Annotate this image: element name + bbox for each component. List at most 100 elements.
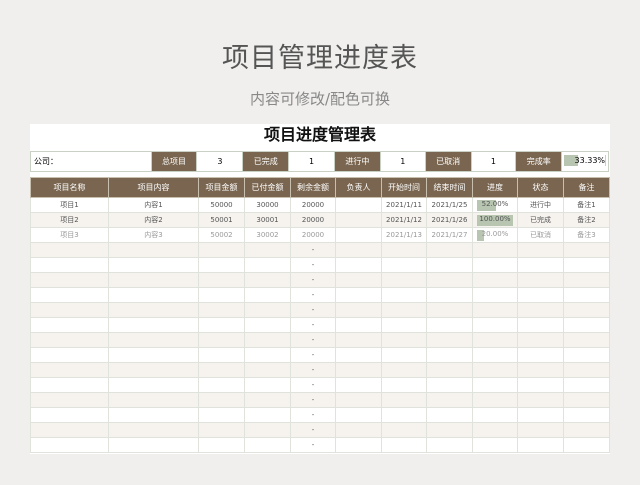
cell-note[interactable]: [563, 407, 610, 423]
cell-paid[interactable]: [244, 362, 291, 378]
cell-name[interactable]: [30, 422, 109, 438]
cell-start[interactable]: [381, 377, 427, 393]
cell-status[interactable]: [517, 302, 564, 318]
cell-owner[interactable]: [335, 377, 382, 393]
cell-start[interactable]: [381, 437, 427, 453]
cell-start[interactable]: [381, 407, 427, 423]
column-header[interactable]: 负责人: [335, 177, 382, 198]
cell-status[interactable]: [517, 377, 564, 393]
cell-owner[interactable]: [335, 332, 382, 348]
cell-start[interactable]: [381, 332, 427, 348]
cell-start[interactable]: [381, 242, 427, 258]
cell-name[interactable]: 项目2: [30, 212, 109, 228]
cell-owner[interactable]: [335, 257, 382, 273]
cell-note[interactable]: [563, 392, 610, 408]
cell-status[interactable]: [517, 332, 564, 348]
cell-owner[interactable]: [335, 272, 382, 288]
cell-name[interactable]: [30, 347, 109, 363]
cell-name[interactable]: 项目1: [30, 197, 109, 213]
cell-paid[interactable]: [244, 422, 291, 438]
cell-owner[interactable]: [335, 197, 382, 213]
rate-cell[interactable]: 33.33%: [562, 152, 608, 171]
cell-end[interactable]: [426, 332, 473, 348]
column-header[interactable]: 备注: [563, 177, 610, 198]
cell-status[interactable]: [517, 242, 564, 258]
cell-owner[interactable]: [335, 347, 382, 363]
column-header[interactable]: 项目内容: [108, 177, 199, 198]
cell-name[interactable]: 项目3: [30, 227, 109, 243]
cell-owner[interactable]: [335, 437, 382, 453]
cell-remain[interactable]: -: [290, 422, 336, 438]
cell-remain[interactable]: -: [290, 272, 336, 288]
column-header[interactable]: 已付金额: [244, 177, 291, 198]
cell-amount[interactable]: [198, 302, 245, 318]
cell-status[interactable]: [517, 257, 564, 273]
cell-progress[interactable]: [472, 332, 518, 348]
cell-amount[interactable]: [198, 377, 245, 393]
cell-end[interactable]: [426, 287, 473, 303]
cell-end[interactable]: [426, 407, 473, 423]
cell-amount[interactable]: [198, 257, 245, 273]
cell-paid[interactable]: 30000: [244, 197, 291, 213]
cell-owner[interactable]: [335, 242, 382, 258]
cell-remain[interactable]: 20000: [290, 227, 336, 243]
column-header[interactable]: 项目金额: [198, 177, 245, 198]
column-header[interactable]: 进度: [472, 177, 518, 198]
cell-note[interactable]: 备注1: [563, 197, 610, 213]
cell-remain[interactable]: -: [290, 302, 336, 318]
column-header[interactable]: 结束时间: [426, 177, 473, 198]
cell-content[interactable]: 内容2: [108, 212, 199, 228]
cell-paid[interactable]: [244, 332, 291, 348]
column-header[interactable]: 项目名称: [30, 177, 109, 198]
done-value[interactable]: 1: [289, 152, 335, 171]
cell-owner[interactable]: [335, 227, 382, 243]
cell-note[interactable]: [563, 242, 610, 258]
cell-progress[interactable]: [472, 407, 518, 423]
cell-paid[interactable]: [244, 347, 291, 363]
cell-status[interactable]: 已完成: [517, 212, 564, 228]
cell-start[interactable]: [381, 287, 427, 303]
cell-remain[interactable]: -: [290, 317, 336, 333]
cell-owner[interactable]: [335, 392, 382, 408]
cell-paid[interactable]: [244, 272, 291, 288]
cell-amount[interactable]: [198, 392, 245, 408]
cell-progress[interactable]: [472, 257, 518, 273]
cell-amount[interactable]: [198, 272, 245, 288]
cell-status[interactable]: [517, 317, 564, 333]
cell-content[interactable]: [108, 242, 199, 258]
cell-start[interactable]: [381, 317, 427, 333]
cell-content[interactable]: [108, 317, 199, 333]
cell-progress[interactable]: [472, 287, 518, 303]
cell-status[interactable]: [517, 437, 564, 453]
cell-note[interactable]: [563, 302, 610, 318]
cell-name[interactable]: [30, 302, 109, 318]
cell-end[interactable]: [426, 392, 473, 408]
cell-status[interactable]: [517, 272, 564, 288]
cell-amount[interactable]: [198, 422, 245, 438]
cell-name[interactable]: [30, 407, 109, 423]
cell-progress[interactable]: [472, 302, 518, 318]
cell-content[interactable]: [108, 407, 199, 423]
cell-status[interactable]: [517, 347, 564, 363]
cell-start[interactable]: [381, 347, 427, 363]
cell-end[interactable]: [426, 377, 473, 393]
cell-note[interactable]: 备注2: [563, 212, 610, 228]
cell-name[interactable]: [30, 257, 109, 273]
cell-start[interactable]: 2021/1/12: [381, 212, 427, 228]
cell-status[interactable]: [517, 362, 564, 378]
cell-amount[interactable]: [198, 332, 245, 348]
cell-paid[interactable]: 30002: [244, 227, 291, 243]
cell-content[interactable]: [108, 257, 199, 273]
cell-status[interactable]: [517, 287, 564, 303]
cell-amount[interactable]: [198, 347, 245, 363]
cell-status[interactable]: 进行中: [517, 197, 564, 213]
cell-end[interactable]: [426, 272, 473, 288]
cell-paid[interactable]: [244, 377, 291, 393]
cell-name[interactable]: [30, 437, 109, 453]
cell-owner[interactable]: [335, 287, 382, 303]
cell-start[interactable]: [381, 422, 427, 438]
cell-name[interactable]: [30, 332, 109, 348]
cell-remain[interactable]: -: [290, 377, 336, 393]
cell-content[interactable]: [108, 392, 199, 408]
cell-name[interactable]: [30, 392, 109, 408]
